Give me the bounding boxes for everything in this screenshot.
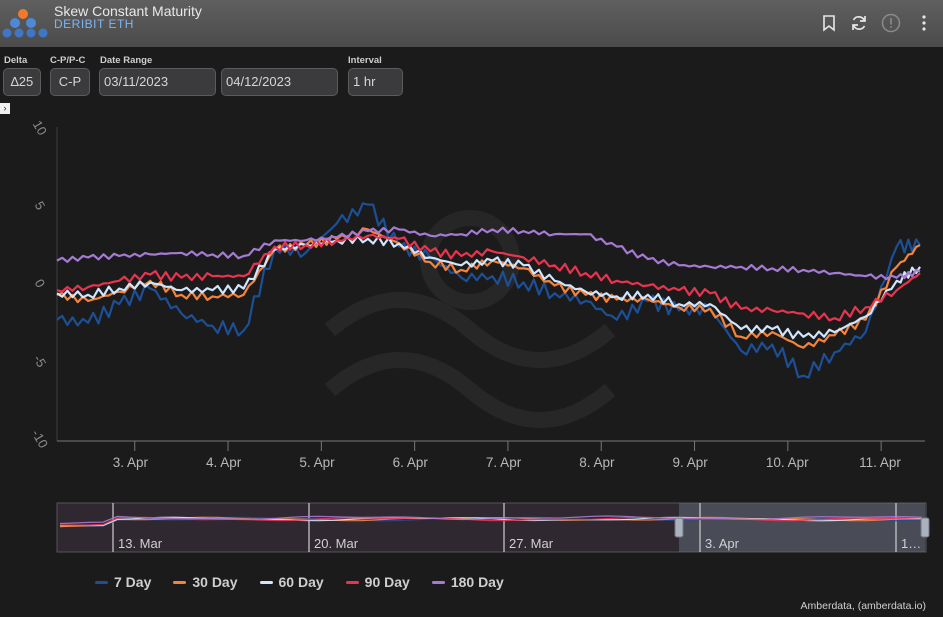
legend-swatch xyxy=(95,580,108,584)
legend-item-7-day[interactable]: 7 Day xyxy=(95,574,151,590)
navigator-left-handle[interactable] xyxy=(674,517,684,538)
series-line-180-day xyxy=(56,226,921,281)
series-line-90-day xyxy=(56,233,921,322)
chart-watermark xyxy=(324,210,616,428)
y-axis-ticks: 10 5 0 -5 -10 xyxy=(29,118,51,451)
navigator-label: 3. Apr xyxy=(705,536,740,551)
legend-label: 90 Day xyxy=(364,574,410,590)
legend-swatch xyxy=(345,580,359,584)
interval-label: Interval xyxy=(348,55,382,66)
x-tick-label: 6. Apr xyxy=(393,455,429,470)
navigator-label: 1… xyxy=(901,536,921,551)
end-date-input[interactable]: 04/12/2023 xyxy=(221,68,338,96)
interval-select[interactable]: 1 hr xyxy=(348,68,403,96)
navigator-line-90-day xyxy=(59,516,923,526)
navigator[interactable]: 13. Mar 20. Mar 27. Mar 3. Apr 1… xyxy=(56,502,930,553)
y-tick-label: -10 xyxy=(29,427,51,451)
x-tick-label: 7. Apr xyxy=(486,455,522,470)
widget-subtitle: DERIBIT ETH xyxy=(54,17,134,31)
legend-swatch xyxy=(431,580,445,584)
legend-swatch xyxy=(173,580,187,584)
legend-item-30-day[interactable]: 30 Day xyxy=(173,574,238,590)
series-line-7-day xyxy=(56,202,921,379)
y-tick-label: 5 xyxy=(32,199,49,213)
legend-label: 30 Day xyxy=(192,574,238,590)
y-tick-label: 0 xyxy=(32,276,49,290)
bookmark-icon[interactable] xyxy=(819,13,839,33)
x-tick-label: 11. Apr xyxy=(859,455,901,470)
navigator-right-handle[interactable] xyxy=(920,517,930,538)
series-line-60-day xyxy=(56,235,921,340)
navigator-label: 13. Mar xyxy=(118,536,163,551)
navigator-line-180-day xyxy=(59,515,923,525)
navigator-label: 20. Mar xyxy=(314,536,359,551)
delta-label: Delta xyxy=(4,55,28,66)
navigator-selection[interactable] xyxy=(679,503,925,552)
date-range-label: Date Range xyxy=(100,55,153,66)
series-lines xyxy=(56,202,921,379)
header-bar: Skew Constant Maturity DERIBIT ETH xyxy=(0,0,943,47)
more-menu-icon[interactable] xyxy=(914,13,934,33)
legend-item-180-day[interactable]: 180 Day xyxy=(431,574,504,590)
legend-label: 7 Day xyxy=(114,574,152,590)
x-tick-label: 8. Apr xyxy=(579,455,615,470)
x-tick-label: 4. Apr xyxy=(206,455,242,470)
info-alert-icon[interactable] xyxy=(881,13,901,33)
chart-legend: 7 Day 30 Day 60 Day 90 Day 180 Day xyxy=(95,574,526,590)
x-tick-label: 10. Apr xyxy=(766,455,809,470)
legend-label: 180 Day xyxy=(450,574,504,590)
navigator-grid: 13. Mar 20. Mar 27. Mar 3. Apr 1… xyxy=(112,503,921,552)
cp-select[interactable]: C-P xyxy=(50,68,90,96)
navigator-background xyxy=(56,502,927,553)
navigator-series xyxy=(59,515,923,528)
x-tick-label: 3. Apr xyxy=(113,455,149,470)
amberdata-logo-icon xyxy=(2,9,48,38)
legend-label: 60 Day xyxy=(278,574,324,590)
x-tick-label: 5. Apr xyxy=(299,455,335,470)
y-tick-label: -5 xyxy=(31,352,50,370)
x-tick-label: 9. Apr xyxy=(673,455,709,470)
delta-select[interactable]: ∆25 xyxy=(3,68,41,96)
widget-title: Skew Constant Maturity xyxy=(54,3,202,19)
legend-item-90-day[interactable]: 90 Day xyxy=(345,574,410,590)
expand-panel-button[interactable]: › xyxy=(0,103,10,114)
y-tick-label: 10 xyxy=(30,118,50,138)
legend-item-60-day[interactable]: 60 Day xyxy=(259,574,324,590)
start-date-input[interactable]: 03/11/2023 xyxy=(99,68,216,96)
navigator-label: 27. Mar xyxy=(509,536,554,551)
legend-swatch xyxy=(259,580,273,584)
chart-credit: Amberdata, (amberdata.io) xyxy=(800,600,926,612)
x-axis-ticks: 3. Apr 4. Apr 5. Apr 6. Apr 7. Apr 8. Apr 9. A… xyxy=(113,441,901,470)
refresh-icon[interactable] xyxy=(849,13,869,33)
cp-label: C-P/P-C xyxy=(50,55,86,66)
